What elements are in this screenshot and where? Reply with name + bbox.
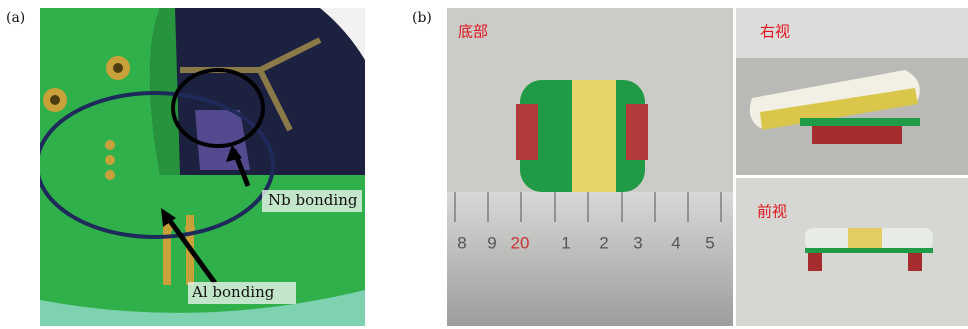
figure: (a) Nb bonding Al bonding (b) [0,0,968,329]
annotation: Al bonding [191,283,275,301]
annotation: Nb bonding [268,191,358,209]
photo-bottom [447,8,733,326]
panel-label: (b) [412,10,432,26]
ruler-label: 8 [457,233,466,252]
ruler-label: 9 [487,233,496,252]
panel-label: (a) [6,10,25,26]
view-label: 底部 [458,23,488,41]
view-label: 右视 [760,23,790,41]
view-label: 前视 [757,203,787,221]
ruler-label: 5 [705,233,714,252]
ruler-label: 2 [599,233,608,252]
ruler-label: 4 [671,233,680,252]
ruler-label: 20 [511,233,530,252]
ruler-label: 1 [561,233,570,252]
ruler-label: 3 [633,233,642,252]
photo-front [736,178,968,326]
photo-a [37,8,365,326]
